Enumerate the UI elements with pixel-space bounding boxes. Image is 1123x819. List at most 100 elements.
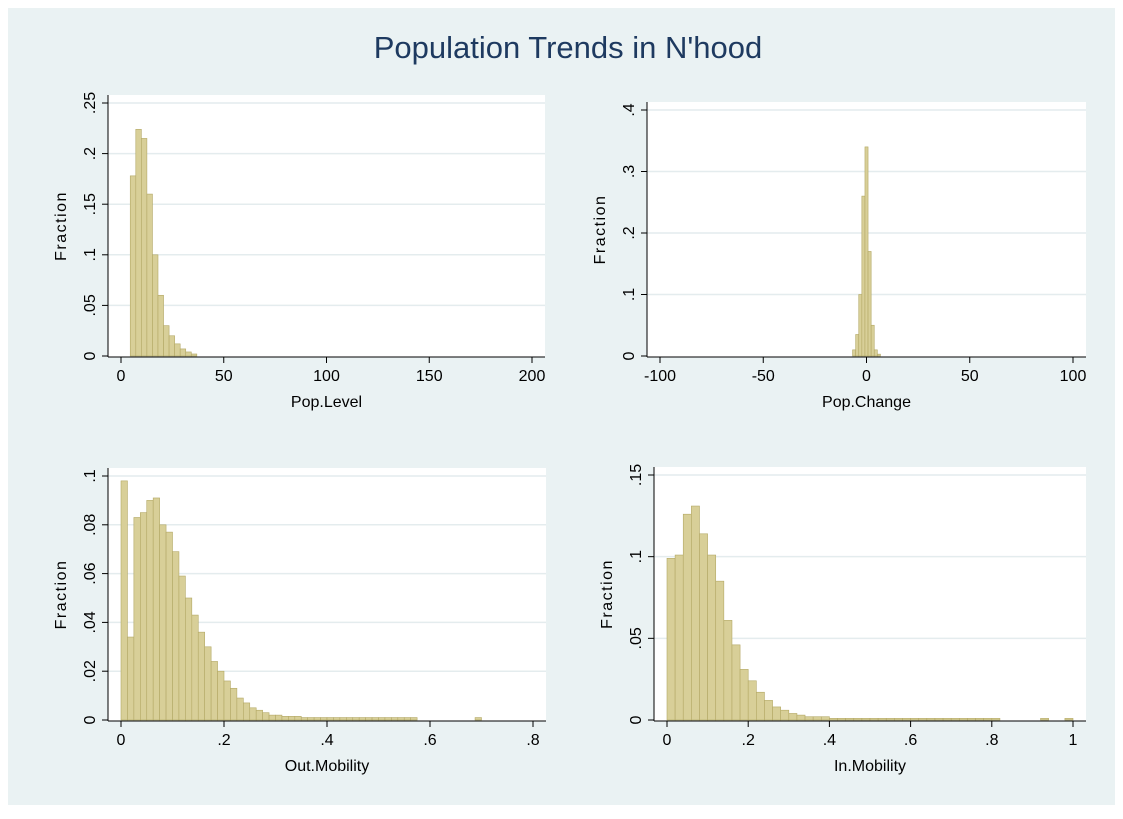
x-tick-label: .2 xyxy=(217,732,230,749)
bar xyxy=(294,716,302,721)
x-axis-label: Pop.Level xyxy=(291,394,362,411)
bar xyxy=(869,718,879,721)
bar xyxy=(864,146,869,357)
bar xyxy=(780,709,790,721)
bar xyxy=(410,717,418,721)
bar xyxy=(268,714,276,721)
bar xyxy=(333,717,341,721)
bar xyxy=(127,636,135,721)
bar xyxy=(152,254,159,357)
x-tick-label: -100 xyxy=(644,368,676,385)
bar xyxy=(178,575,186,721)
bar xyxy=(384,717,392,721)
y-tick-label: .1 xyxy=(628,550,645,563)
y-tick-label: .3 xyxy=(621,165,638,178)
bar xyxy=(365,717,373,721)
bar xyxy=(739,669,749,721)
bar xyxy=(146,193,153,357)
y-tick-label: .05 xyxy=(628,627,645,649)
bar xyxy=(204,646,212,721)
bar xyxy=(140,512,148,721)
bar xyxy=(707,554,717,721)
bar xyxy=(129,175,137,357)
bar xyxy=(185,597,193,721)
bar xyxy=(855,334,860,357)
y-tick-label: .1 xyxy=(621,288,638,301)
y-tick-label: .4 xyxy=(621,103,638,116)
bar xyxy=(691,505,700,721)
bar xyxy=(942,718,952,721)
x-tick-label: 1 xyxy=(1069,732,1078,749)
bar xyxy=(747,680,757,721)
bar xyxy=(230,687,238,721)
bar xyxy=(796,714,806,721)
x-tick-label: .4 xyxy=(823,732,836,749)
x-axis-label: Pop.Change xyxy=(822,394,911,411)
bar xyxy=(674,554,684,721)
bar xyxy=(861,195,866,357)
x-tick-label: 0 xyxy=(862,368,871,385)
bar xyxy=(902,718,911,721)
bar xyxy=(371,717,379,721)
x-tick-label: 0 xyxy=(117,368,126,385)
y-axis-label: Fraction xyxy=(53,560,70,630)
bar xyxy=(165,531,173,721)
y-tick-label: .1 xyxy=(82,248,99,261)
plot-area xyxy=(108,95,545,357)
bar xyxy=(861,718,871,721)
bar xyxy=(120,480,128,721)
x-tick-label: .8 xyxy=(526,732,539,749)
x-tick-label: .4 xyxy=(320,732,333,749)
bar xyxy=(975,718,984,721)
y-tick-label: .08 xyxy=(82,514,99,536)
bar xyxy=(756,691,765,721)
y-axis-label: Fraction xyxy=(599,559,616,629)
bar xyxy=(281,716,289,721)
bar xyxy=(210,661,218,721)
bar xyxy=(403,717,411,721)
x-tick-label: -50 xyxy=(752,368,775,385)
bar xyxy=(1064,718,1074,721)
y-tick-label: .05 xyxy=(82,294,99,316)
bar xyxy=(845,718,855,721)
bar xyxy=(852,349,856,357)
bar xyxy=(313,717,321,721)
bar xyxy=(262,712,270,721)
bar xyxy=(152,497,160,721)
bar xyxy=(190,353,198,357)
x-tick-label: 150 xyxy=(416,368,443,385)
x-tick-label: 0 xyxy=(117,732,126,749)
bar xyxy=(870,324,875,357)
bar xyxy=(877,718,887,721)
bar xyxy=(157,294,164,357)
bar xyxy=(339,717,347,721)
bar xyxy=(320,717,328,721)
bar xyxy=(326,717,334,721)
bar xyxy=(731,644,741,721)
bar xyxy=(959,718,968,721)
bar xyxy=(867,251,872,357)
bar xyxy=(275,714,283,721)
bar xyxy=(853,718,863,721)
x-axis-label: Out.Mobility xyxy=(285,758,369,775)
bar xyxy=(699,533,708,721)
figure-title: Population Trends in N'hood xyxy=(374,30,763,65)
y-tick-label: .15 xyxy=(628,464,645,486)
bar xyxy=(255,709,263,721)
bar xyxy=(983,718,993,721)
y-axis-label: Fraction xyxy=(53,191,70,261)
bar xyxy=(249,707,257,721)
bar xyxy=(934,718,944,721)
bar xyxy=(877,353,881,357)
bar xyxy=(300,717,308,721)
bar xyxy=(174,343,181,357)
bar xyxy=(885,718,895,721)
y-tick-label: .25 xyxy=(82,92,99,114)
bar xyxy=(837,718,846,721)
bar xyxy=(967,718,976,721)
bar xyxy=(217,670,225,721)
y-tick-label: .2 xyxy=(82,147,99,160)
bar xyxy=(141,138,148,357)
y-axis-label: Fraction xyxy=(592,195,609,265)
bar xyxy=(788,713,798,721)
